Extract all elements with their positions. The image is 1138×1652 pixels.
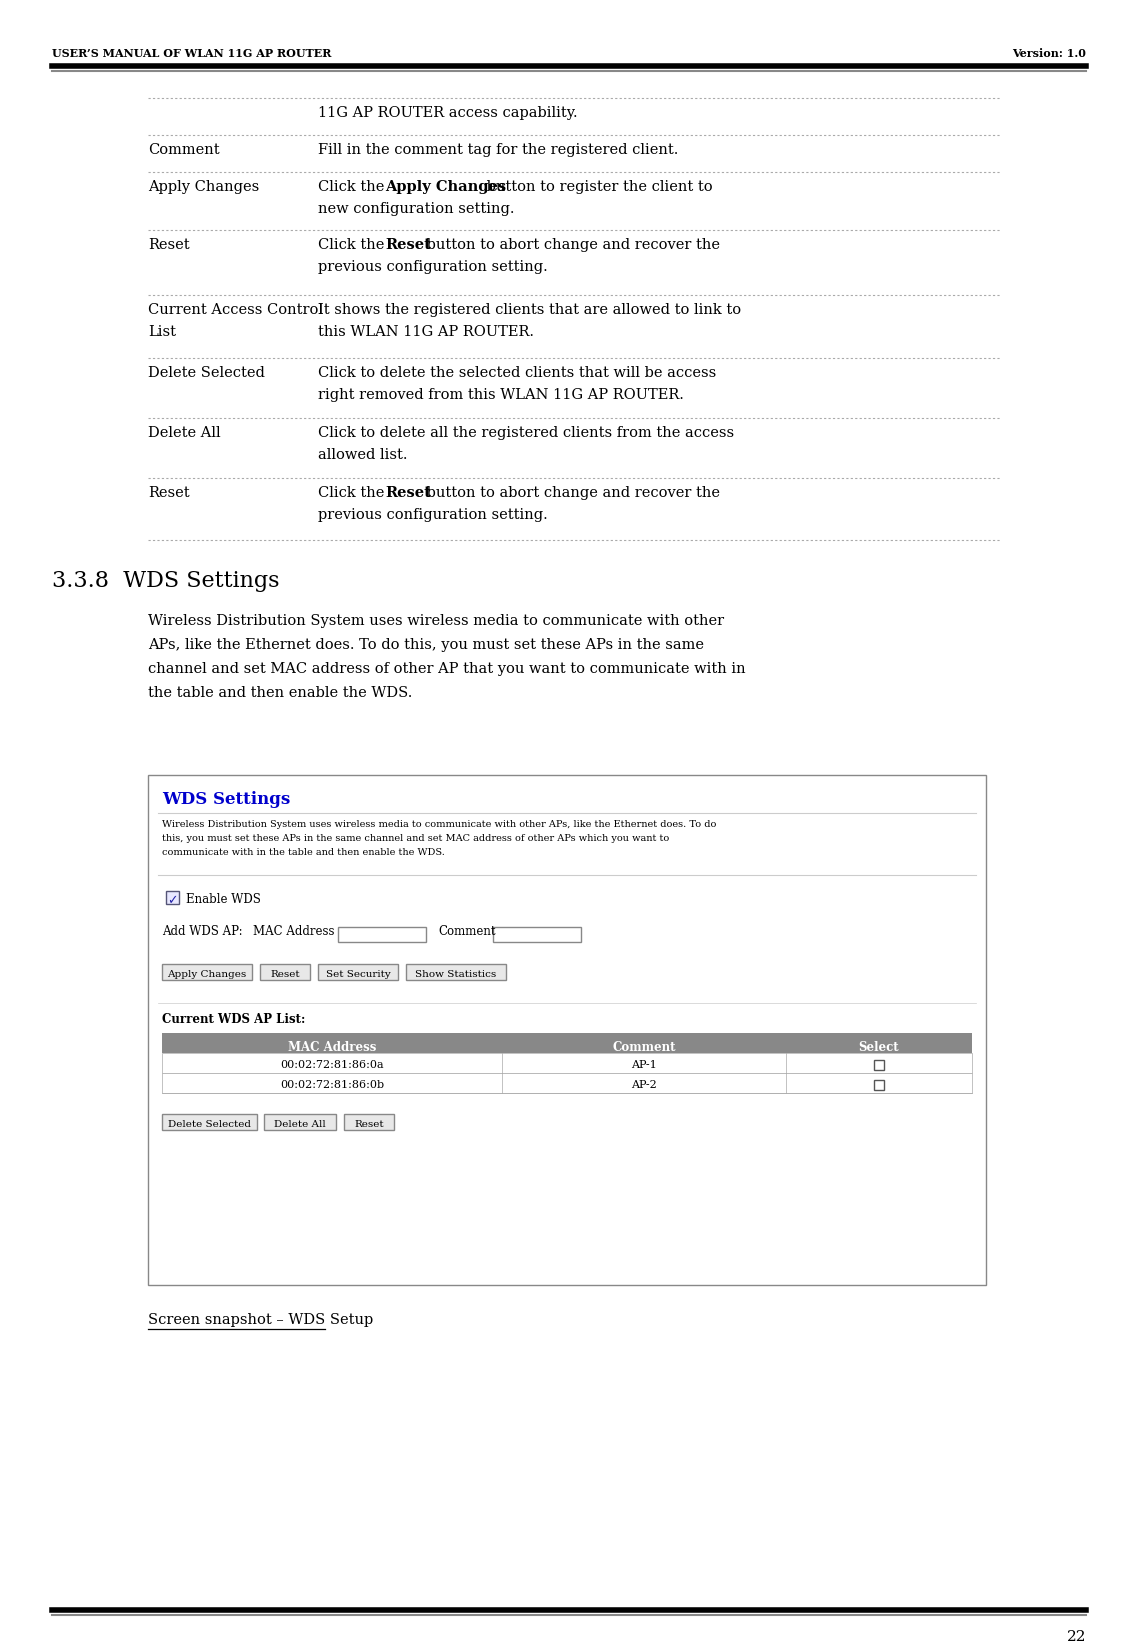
Bar [148, 775, 986, 1285]
Text: 22: 22 [1066, 1631, 1086, 1644]
Text: Reset: Reset [385, 486, 431, 501]
Text: List: List [148, 325, 176, 339]
Text: Click to delete all the registered clients from the access: Click to delete all the registered clien… [318, 426, 734, 439]
Text: new configuration setting.: new configuration setting. [318, 202, 514, 216]
Bar [338, 927, 426, 942]
Text: Apply Changes: Apply Changes [148, 180, 259, 193]
Text: the table and then enable the WDS.: the table and then enable the WDS. [148, 686, 412, 700]
Text: Wireless Distribution System uses wireless media to communicate with other: Wireless Distribution System uses wirele… [148, 615, 724, 628]
Text: button to abort change and recover the: button to abort change and recover the [422, 238, 720, 253]
Text: WDS Settings: WDS Settings [162, 791, 290, 808]
Text: previous configuration setting.: previous configuration setting. [318, 259, 547, 274]
Text: Current Access Control: Current Access Control [148, 302, 323, 317]
FancyBboxPatch shape [259, 965, 310, 980]
Text: Apply Changes: Apply Changes [167, 970, 247, 980]
Bar [166, 890, 179, 904]
Text: this WLAN 11G AP ROUTER.: this WLAN 11G AP ROUTER. [318, 325, 534, 339]
Text: Enable WDS: Enable WDS [185, 894, 261, 905]
Text: Comment: Comment [438, 925, 495, 938]
Text: Screen snapshot – WDS Setup: Screen snapshot – WDS Setup [148, 1313, 373, 1327]
Text: APs, like the Ethernet does. To do this, you must set these APs in the same: APs, like the Ethernet does. To do this,… [148, 638, 704, 653]
Text: previous configuration setting.: previous configuration setting. [318, 509, 547, 522]
Bar [162, 1032, 972, 1052]
Text: 00:02:72:81:86:0b: 00:02:72:81:86:0b [280, 1080, 385, 1090]
Text: Set Security: Set Security [325, 970, 390, 980]
Text: Reset: Reset [148, 238, 190, 253]
Text: Comment: Comment [612, 1041, 676, 1054]
Bar [874, 1080, 884, 1090]
Text: 00:02:72:81:86:0a: 00:02:72:81:86:0a [280, 1061, 384, 1070]
Bar [493, 927, 582, 942]
Text: button to abort change and recover the: button to abort change and recover the [422, 486, 720, 501]
Text: right removed from this WLAN 11G AP ROUTER.: right removed from this WLAN 11G AP ROUT… [318, 388, 684, 401]
Text: Wireless Distribution System uses wireless media to communicate with other APs, : Wireless Distribution System uses wirele… [162, 819, 717, 829]
Text: Click the: Click the [318, 238, 389, 253]
Text: this, you must set these APs in the same channel and set MAC address of other AP: this, you must set these APs in the same… [162, 834, 669, 843]
Text: communicate with in the table and then enable the WDS.: communicate with in the table and then e… [162, 847, 445, 857]
Text: Show Statistics: Show Statistics [415, 970, 496, 980]
Text: Delete Selected: Delete Selected [148, 367, 265, 380]
Text: Add WDS AP:: Add WDS AP: [162, 925, 242, 938]
Text: Reset: Reset [270, 970, 299, 980]
Text: Reset: Reset [354, 1120, 384, 1128]
FancyBboxPatch shape [162, 1113, 257, 1130]
Text: Delete Selected: Delete Selected [168, 1120, 251, 1128]
Bar [162, 1074, 972, 1094]
Text: Fill in the comment tag for the registered client.: Fill in the comment tag for the register… [318, 144, 678, 157]
Text: ✓: ✓ [167, 894, 178, 907]
Text: Apply Changes: Apply Changes [385, 180, 506, 193]
Text: Reset: Reset [385, 238, 431, 253]
Text: Current WDS AP List:: Current WDS AP List: [162, 1013, 305, 1026]
Text: AP-1: AP-1 [632, 1061, 657, 1070]
Text: USER’S MANUAL OF WLAN 11G AP ROUTER: USER’S MANUAL OF WLAN 11G AP ROUTER [52, 48, 331, 59]
FancyBboxPatch shape [318, 965, 398, 980]
FancyBboxPatch shape [162, 965, 251, 980]
Text: channel and set MAC address of other AP that you want to communicate with in: channel and set MAC address of other AP … [148, 662, 745, 676]
Text: Delete All: Delete All [148, 426, 221, 439]
Text: button to register the client to: button to register the client to [483, 180, 714, 193]
FancyBboxPatch shape [406, 965, 506, 980]
Bar [874, 1061, 884, 1070]
Text: Reset: Reset [148, 486, 190, 501]
Bar [162, 1052, 972, 1074]
FancyBboxPatch shape [264, 1113, 336, 1130]
Text: Click to delete the selected clients that will be access: Click to delete the selected clients tha… [318, 367, 716, 380]
Text: Delete All: Delete All [274, 1120, 325, 1128]
Text: MAC Address: MAC Address [288, 1041, 377, 1054]
Text: Comment: Comment [148, 144, 220, 157]
Text: allowed list.: allowed list. [318, 448, 407, 463]
Text: Click the: Click the [318, 180, 389, 193]
Text: 11G AP ROUTER access capability.: 11G AP ROUTER access capability. [318, 106, 578, 121]
Text: It shows the registered clients that are allowed to link to: It shows the registered clients that are… [318, 302, 741, 317]
Text: 3.3.8  WDS Settings: 3.3.8 WDS Settings [52, 570, 280, 591]
Text: AP-2: AP-2 [632, 1080, 657, 1090]
FancyBboxPatch shape [344, 1113, 394, 1130]
Text: MAC Address: MAC Address [253, 925, 335, 938]
Text: Select: Select [858, 1041, 899, 1054]
Text: Version: 1.0: Version: 1.0 [1012, 48, 1086, 59]
Text: Click the: Click the [318, 486, 389, 501]
